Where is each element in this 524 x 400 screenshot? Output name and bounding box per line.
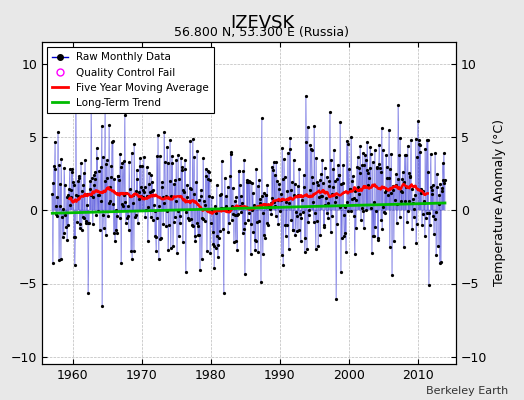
Text: IZEVSK: IZEVSK (230, 14, 294, 32)
Text: Berkeley Earth: Berkeley Earth (426, 386, 508, 396)
Text: 56.800 N, 53.300 E (Russia): 56.800 N, 53.300 E (Russia) (174, 26, 350, 39)
Y-axis label: Temperature Anomaly (°C): Temperature Anomaly (°C) (493, 120, 506, 286)
Legend: Raw Monthly Data, Quality Control Fail, Five Year Moving Average, Long-Term Tren: Raw Monthly Data, Quality Control Fail, … (47, 47, 214, 113)
